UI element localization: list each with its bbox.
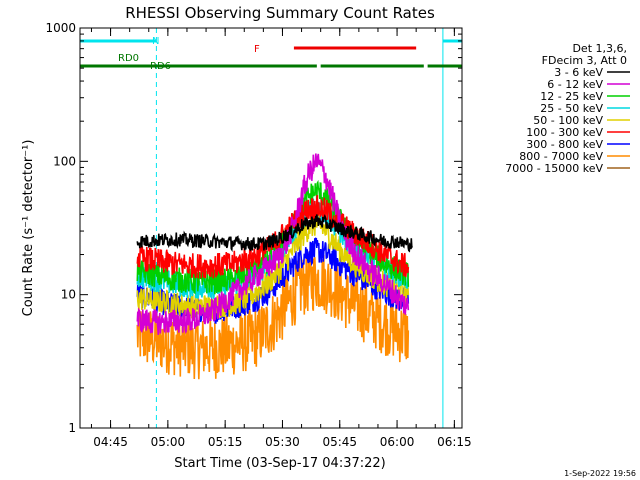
y-axis: 1 10 100 1000 bbox=[45, 21, 462, 435]
status-label-n: N bbox=[152, 36, 159, 47]
legend-header: FDecim 3, Att 0 bbox=[542, 54, 627, 67]
x-tick-label: 06:15 bbox=[437, 435, 472, 449]
series-line-1 bbox=[136, 153, 410, 335]
x-tick-label: 05:00 bbox=[151, 435, 186, 449]
legend-header: Det 1,3,6, bbox=[572, 42, 627, 55]
legend-entry: 6 - 12 keV bbox=[547, 78, 603, 91]
legend-entry: 12 - 25 keV bbox=[540, 90, 603, 103]
x-tick-label: 05:30 bbox=[265, 435, 300, 449]
status-label-rd6: RD6 bbox=[150, 61, 171, 72]
x-tick-label: 05:15 bbox=[208, 435, 243, 449]
series-line-4 bbox=[136, 211, 410, 321]
y-axis-label: Count Rate (s⁻¹ detector⁻¹) bbox=[21, 140, 36, 317]
chart-title: RHESSI Observing Summary Count Rates bbox=[125, 4, 435, 22]
series-line-0 bbox=[136, 214, 413, 253]
y-tick-label: 1000 bbox=[45, 21, 76, 35]
legend-entry: 7000 - 15000 keV bbox=[505, 162, 603, 175]
legend-entry: 50 - 100 keV bbox=[533, 114, 603, 127]
status-label-f: F bbox=[254, 44, 260, 55]
status-label-rd0: RD0 bbox=[118, 53, 139, 64]
plot-frame bbox=[79, 27, 463, 429]
legend-entry: 800 - 7000 keV bbox=[519, 150, 603, 163]
y-tick-label: 10 bbox=[61, 288, 76, 302]
y-tick-label: 1 bbox=[68, 421, 76, 435]
x-tick-label: 05:45 bbox=[322, 435, 357, 449]
x-axis-label: Start Time (03-Sep-17 04:37:22) bbox=[174, 456, 385, 471]
timestamp: 1-Sep-2022 19:56 bbox=[564, 469, 636, 478]
legend-entry: 300 - 800 keV bbox=[526, 138, 603, 151]
x-axis: 04:45 05:00 05:15 05:30 05:45 06:00 06:15 bbox=[90, 28, 472, 449]
x-tick-label: 04:45 bbox=[93, 435, 128, 449]
legend-entry: 3 - 6 keV bbox=[554, 66, 603, 79]
legend-entry: 100 - 300 keV bbox=[526, 126, 603, 139]
legend-entry: 25 - 50 keV bbox=[540, 102, 603, 115]
plot-area: N F RD0 RD6 bbox=[79, 28, 462, 428]
x-tick-label: 06:00 bbox=[380, 435, 415, 449]
y-tick-label: 100 bbox=[53, 154, 76, 168]
